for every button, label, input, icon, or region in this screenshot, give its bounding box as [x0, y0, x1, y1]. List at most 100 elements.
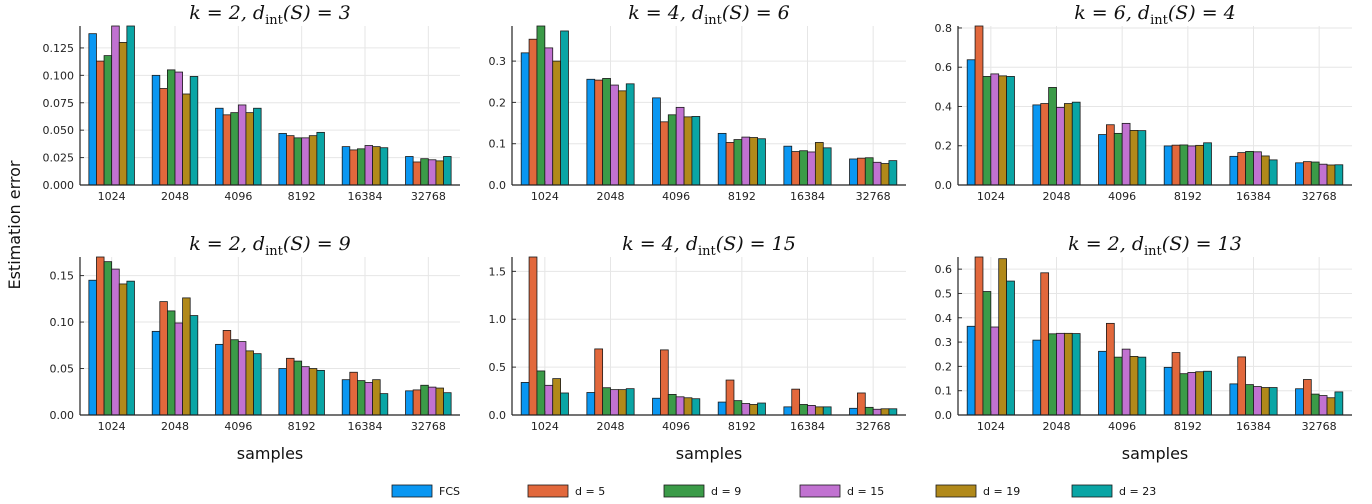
bar: [349, 149, 358, 186]
bar: [733, 400, 743, 416]
bar: [1295, 162, 1304, 186]
bar: [1113, 132, 1123, 186]
x-tick-label: 32768: [1302, 190, 1337, 203]
bar: [725, 142, 735, 186]
bar: [586, 78, 596, 186]
x-tick-label: 1024: [977, 190, 1005, 203]
bar: [814, 142, 824, 186]
bar: [301, 366, 310, 416]
bar: [1229, 383, 1239, 416]
x-tick-label: 2048: [1043, 420, 1071, 433]
y-tick-label: 0.4: [935, 312, 953, 325]
y-tick-label: 0.6: [935, 263, 953, 276]
panel-title: k = 4, dint(S) = 6: [628, 2, 790, 28]
y-tick-label: 0.0: [489, 179, 507, 192]
bar: [1171, 144, 1181, 186]
bar: [1295, 388, 1304, 416]
bar: [1334, 164, 1344, 186]
x-tick-label: 16384: [1236, 420, 1271, 433]
x-tick-label: 32768: [411, 190, 446, 203]
bar: [182, 297, 191, 416]
x-tick-label: 2048: [1043, 190, 1071, 203]
x-tick-label: 1024: [977, 420, 1005, 433]
bar: [1303, 379, 1312, 416]
bar: [741, 136, 751, 186]
bar: [528, 38, 538, 186]
bar: [617, 389, 627, 416]
y-axis-label: Estimation error: [5, 160, 24, 289]
bar: [356, 148, 366, 186]
panel-title: k = 2, dint(S) = 9: [189, 233, 351, 259]
bar: [1121, 348, 1131, 416]
bar: [379, 147, 389, 186]
bar: [245, 112, 254, 186]
y-tick-label: 0.125: [43, 42, 75, 55]
bar: [1187, 145, 1197, 186]
bar: [1006, 280, 1015, 416]
bar: [230, 112, 239, 186]
bar: [660, 349, 669, 416]
bar: [717, 132, 727, 186]
bar: [741, 403, 751, 416]
bar: [625, 388, 635, 416]
bar: [1310, 161, 1320, 186]
bar: [675, 396, 685, 416]
x-tick-label: 16384: [790, 420, 825, 433]
bar: [1334, 391, 1344, 416]
bar: [364, 145, 373, 186]
bar: [791, 151, 801, 186]
bar: [888, 160, 898, 186]
x-tick-label: 8192: [288, 190, 316, 203]
bar: [857, 392, 866, 416]
bar: [420, 384, 429, 416]
bar: [1187, 372, 1197, 416]
bar: [286, 135, 295, 186]
bar: [1268, 387, 1278, 416]
bar: [1171, 352, 1181, 416]
x-tick-label: 32768: [856, 420, 891, 433]
bar: [1048, 87, 1057, 186]
bar: [799, 150, 808, 186]
bar: [594, 348, 604, 416]
bar: [1056, 332, 1065, 416]
bar: [691, 116, 701, 186]
y-tick-label: 0.025: [43, 152, 75, 165]
bar: [1179, 144, 1189, 186]
bar: [733, 139, 743, 186]
bar: [544, 47, 554, 186]
legend-item: d = 23: [1071, 484, 1156, 498]
x-axis-label: samples: [676, 444, 743, 463]
legend-label: d = 23: [1119, 485, 1156, 498]
bar: [1203, 142, 1212, 186]
bar: [1163, 145, 1173, 186]
chart-panel: 0.0 0.1 0.2 0.3 0.4 0.5 0.6 1024 2048 4096 8192 163…: [935, 233, 1352, 463]
bar: [610, 389, 619, 416]
bar: [301, 137, 310, 186]
legend-item: d = 19: [935, 484, 1020, 498]
y-tick-label: 0.2: [935, 360, 953, 373]
chart-panel: 0.00 0.05 0.10 0.15 1024 2048 4096 8192 16384 327…: [50, 233, 460, 463]
bar: [1318, 163, 1328, 186]
y-tick-label: 0.05: [50, 363, 75, 376]
bar: [278, 133, 287, 186]
bar: [799, 404, 808, 416]
bar: [544, 384, 554, 416]
bar: [1195, 144, 1204, 186]
bar: [560, 30, 569, 186]
bar: [1179, 373, 1189, 416]
bar: [667, 394, 677, 416]
bar: [316, 369, 325, 416]
bar: [864, 406, 874, 416]
bar: [998, 75, 1007, 186]
bar: [586, 392, 596, 416]
legend-swatch: [527, 484, 569, 498]
bar: [1253, 151, 1262, 186]
x-tick-label: 16384: [790, 190, 825, 203]
y-tick-label: 0.00: [50, 409, 75, 422]
bar: [126, 280, 135, 416]
x-tick-label: 4096: [224, 190, 252, 203]
bar: [520, 52, 530, 186]
bar: [159, 301, 168, 416]
x-tick-label: 4096: [224, 420, 252, 433]
bar: [293, 137, 303, 186]
